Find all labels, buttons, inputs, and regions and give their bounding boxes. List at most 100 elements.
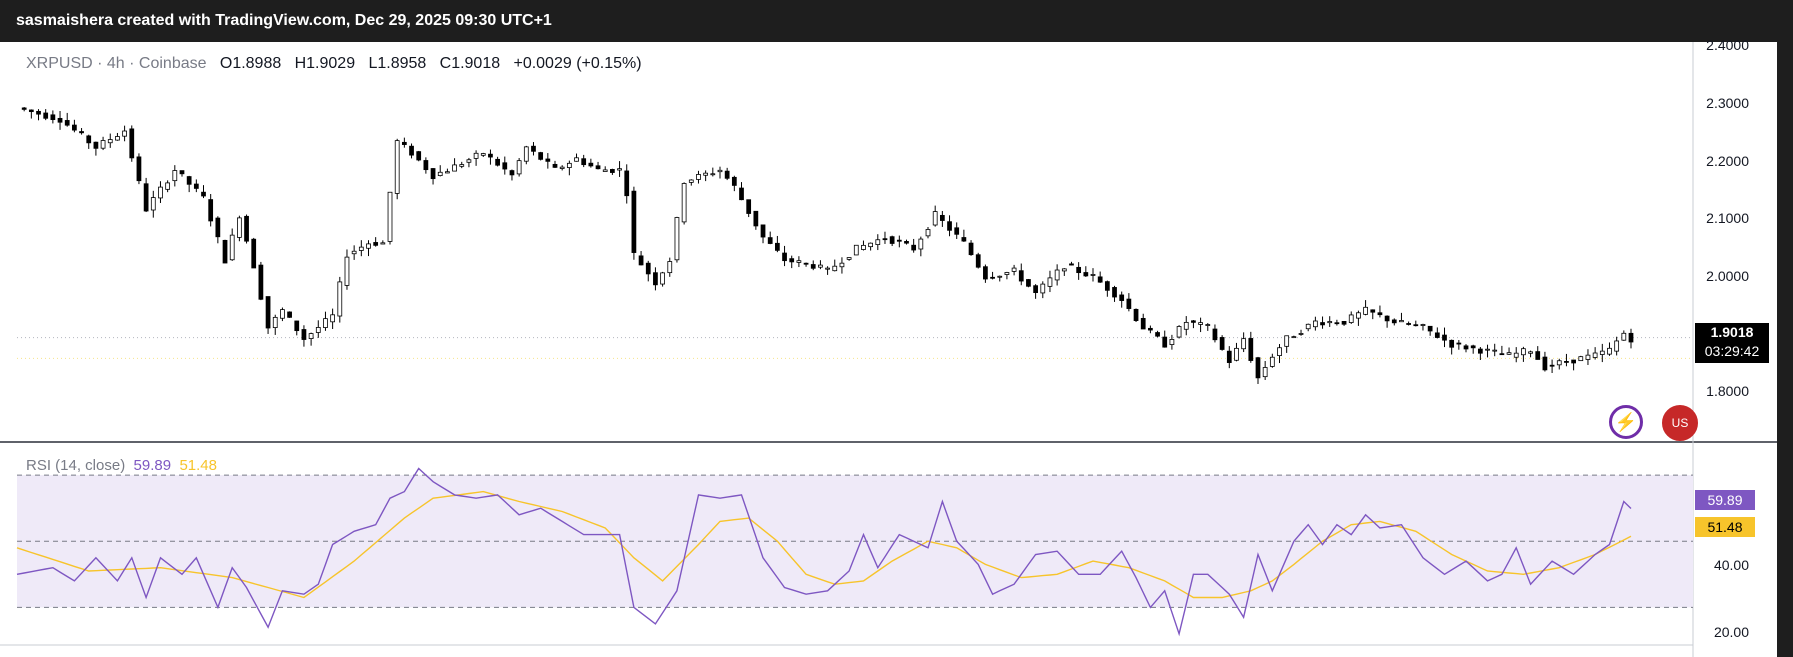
candle-body [258, 264, 264, 300]
candle-body [538, 152, 544, 160]
candle-body [193, 183, 199, 189]
candle-body [1126, 298, 1132, 309]
candle-body [1607, 347, 1612, 355]
candle-body [165, 182, 171, 190]
candle-body [1406, 323, 1411, 325]
candle-body [158, 186, 163, 199]
us-flag-icon[interactable]: US [1662, 405, 1698, 441]
candle-body [36, 110, 41, 115]
candle-body [480, 153, 486, 156]
candle-body [581, 158, 587, 166]
low-label: L [368, 55, 378, 72]
candle-body [1026, 279, 1031, 287]
candle-body [961, 237, 967, 242]
candle-body [1148, 327, 1153, 331]
candle-body [1477, 348, 1483, 354]
candle-body [703, 172, 709, 176]
candle-body [681, 183, 687, 223]
candle-body [1140, 317, 1146, 330]
symbol-label[interactable]: XRPUSD · 4h · Coinbase [26, 55, 207, 72]
candle-body [308, 333, 314, 339]
rsi-tick-40: 40.00 [1713, 557, 1749, 573]
candle-body [1241, 338, 1247, 350]
candle-body [717, 169, 723, 173]
candle-body [932, 211, 938, 226]
candle-body [445, 171, 450, 174]
rsi-ma-value: 51.48 [179, 457, 217, 474]
candle-body [939, 214, 945, 221]
candle-body [93, 141, 99, 149]
candle-body [1571, 359, 1576, 364]
candle-body [975, 254, 981, 268]
candle-body [1205, 324, 1211, 326]
candle-body [968, 242, 974, 256]
candle-body [466, 159, 472, 163]
candle-body [617, 168, 622, 171]
candle-body [1212, 328, 1218, 341]
candle-body [624, 170, 630, 197]
candle-body [667, 261, 673, 274]
candle-body [107, 139, 113, 144]
price-tick-2000: 2.0000 [1706, 268, 1749, 284]
candle-body [129, 128, 135, 159]
candle-body [459, 164, 465, 167]
candle-body [688, 179, 694, 183]
candle-body [1305, 323, 1311, 330]
candle-body [43, 112, 49, 119]
candle-body [595, 165, 601, 170]
candle-body [810, 264, 816, 269]
close-label: C [439, 55, 452, 72]
candle-body [1542, 356, 1548, 371]
candle-body [115, 136, 120, 141]
candle-body [488, 153, 493, 158]
candle-body [143, 183, 149, 212]
candle-body [287, 311, 292, 318]
candle-body [825, 267, 830, 270]
candle-body [186, 176, 192, 185]
candle-body [280, 309, 285, 319]
high-value: 1.9029 [306, 55, 356, 72]
lightning-spark-icon[interactable]: ⚡ [1609, 405, 1643, 439]
candle-body [100, 140, 106, 149]
chart-frame [0, 42, 1793, 657]
candle-body [925, 229, 931, 237]
candle-body [1040, 283, 1046, 294]
candle-body [1585, 354, 1591, 360]
price-legend: XRPUSD · 4h · Coinbase O1.8988 H1.9029 L… [26, 55, 642, 73]
candle-body [1284, 335, 1290, 347]
candle-body [1564, 361, 1569, 363]
last-price-tag: 1.9018 03:29:42 [1695, 323, 1769, 363]
rsi-label[interactable]: RSI (14, close) [26, 457, 126, 474]
price-tick-2200: 2.2000 [1706, 153, 1749, 169]
candle-body [1183, 321, 1189, 330]
candle-body [251, 238, 257, 269]
candle-body [789, 258, 795, 263]
open-label: O [219, 55, 233, 72]
candle-body [122, 130, 127, 137]
candle-body [351, 250, 357, 255]
candle-body [28, 109, 34, 113]
candle-body [1097, 276, 1103, 283]
chart-svg[interactable] [0, 42, 1777, 657]
candle-body [430, 168, 436, 180]
candle-body [229, 234, 235, 261]
rsi-value-tag: 59.89 [1695, 490, 1755, 510]
candle-body [423, 160, 429, 171]
candle-body [523, 146, 529, 162]
candle-body [803, 262, 809, 265]
candle-body [150, 197, 156, 211]
candle-body [1262, 367, 1268, 378]
candle-body [997, 275, 1003, 278]
candle-body [1076, 266, 1082, 274]
candle-body [222, 239, 228, 264]
candle-body [1169, 339, 1175, 345]
open-value: 1.8988 [232, 55, 282, 72]
candle-body [272, 316, 278, 328]
candle-body [861, 244, 866, 250]
candle-body [1198, 322, 1203, 325]
change-value: +0.0029 (+0.15%) [513, 55, 642, 72]
candle-body [545, 158, 551, 162]
candle-body [983, 266, 988, 280]
candle-body [653, 272, 658, 286]
candle-body [1348, 314, 1354, 323]
